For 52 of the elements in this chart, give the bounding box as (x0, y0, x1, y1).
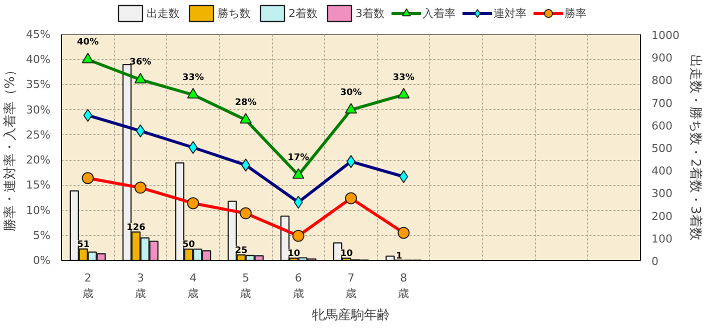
data-label: 25 (234, 246, 248, 256)
y2-tick-label: 300 (652, 187, 672, 200)
x-tick-label: 2 歳 (82, 272, 94, 300)
data-label: 10 (340, 249, 353, 260)
legend-label: 連対率 (494, 6, 526, 20)
data-label: 17% (288, 153, 310, 164)
data-label: 50 (182, 240, 195, 250)
x-tick-label: 3 歳 (134, 272, 146, 300)
legend-label: 3着数 (356, 6, 384, 20)
y-tick-label: 0% (33, 254, 50, 267)
data-label: 28% (234, 98, 257, 108)
y2-tick-label: 900 (652, 52, 672, 65)
data-label: 51 (77, 240, 90, 250)
y2-tick-label: 200 (652, 210, 672, 223)
data-label: 1 (396, 251, 402, 262)
y-axis-title: 勝率・連対率・入着率（%） (2, 63, 18, 232)
y2-tick-label: 700 (652, 96, 672, 110)
y-tick-label: 45% (26, 28, 51, 41)
y-tick-label: 5% (33, 228, 50, 242)
y2-tick-label: 600 (652, 119, 672, 132)
legend-label: 入着率 (422, 6, 456, 20)
legend-label: 勝率 (564, 6, 586, 20)
data-label: 36% (130, 58, 152, 68)
y-tick-label: 30% (26, 103, 51, 116)
y-tick-label: 15% (26, 178, 51, 192)
x-tick-label: 8 歳 (398, 272, 410, 300)
y-tick-label: 25% (26, 128, 51, 142)
y2-axis-title: 出走数・勝ち数・2着数・3着数 (687, 54, 704, 240)
y-tick-label: 10% (26, 204, 51, 217)
legend-label: 2着数 (288, 6, 318, 20)
x-tick-label: 4 歳 (188, 272, 199, 300)
data-label: 40% (77, 38, 99, 48)
data-label: 33% (182, 72, 204, 83)
y2-tick-label: 500 (652, 142, 672, 155)
legend-label: 出走数 (146, 6, 180, 20)
y-tick-label: 20% (26, 154, 51, 167)
y2-tick-label: 800 (652, 74, 672, 88)
y2-tick-label: 100 (652, 232, 672, 246)
x-tick-label: 5 歳 (240, 272, 252, 300)
x-tick-label: 7 歳 (346, 272, 356, 300)
data-label: 33% (392, 72, 414, 83)
y2-tick-label: 1000 (652, 29, 680, 42)
y-tick-label: 35% (26, 78, 51, 92)
data-label: 10 (288, 249, 300, 260)
legend-label: 勝ち数 (218, 6, 250, 20)
y2-tick-label: 0 (652, 255, 658, 268)
y2-tick-label: 400 (652, 164, 672, 178)
data-label: 30% (340, 88, 362, 98)
x-axis-title: 牝馬産駒年齢 (312, 307, 390, 324)
data-label: 126 (126, 223, 146, 234)
y-tick-label: 40% (26, 53, 51, 66)
x-tick-label: 6 歳 (292, 272, 304, 300)
